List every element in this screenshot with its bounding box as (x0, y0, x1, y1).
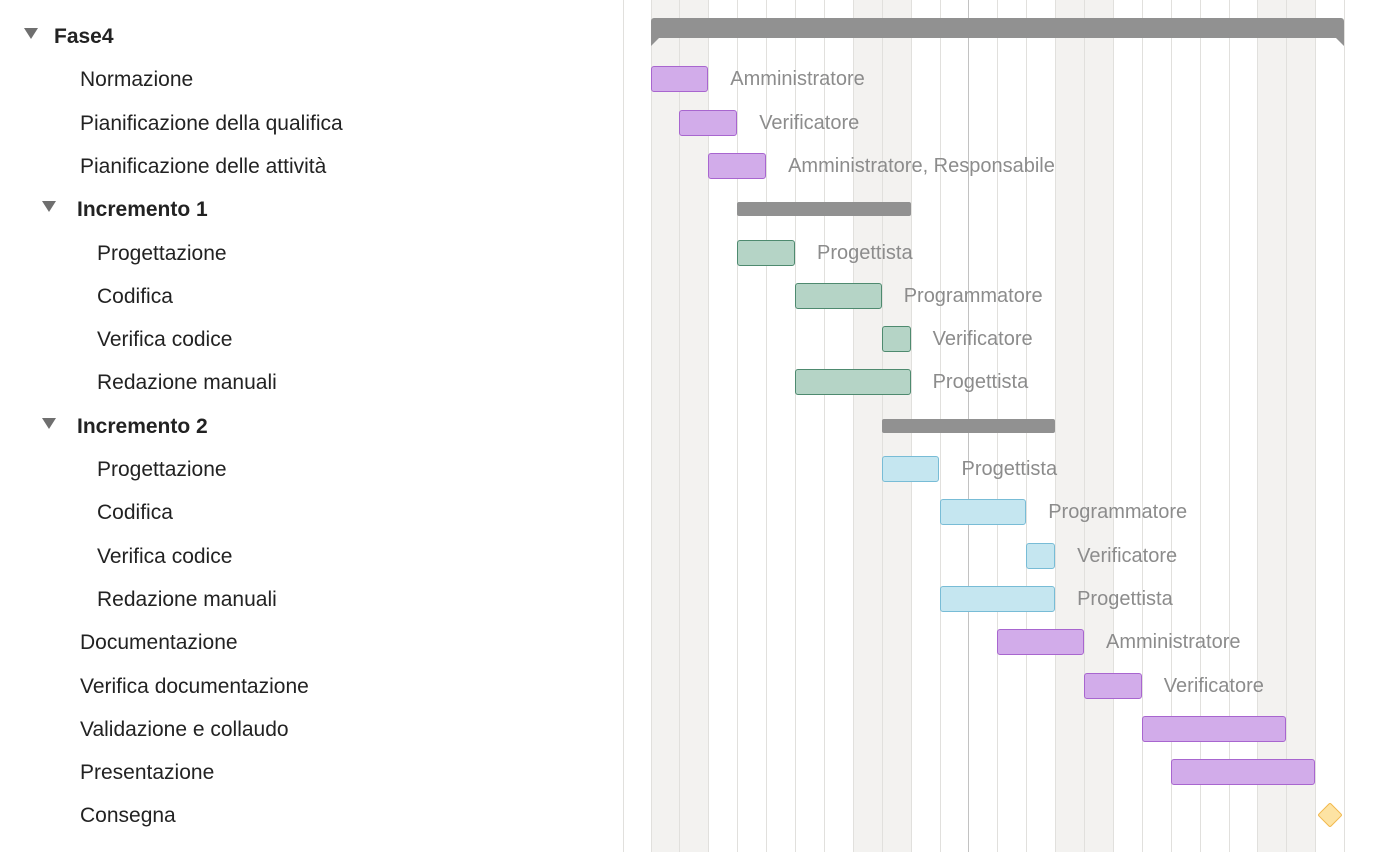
milestone-consegna-icon[interactable] (1316, 802, 1343, 829)
resource-label: Amministratore (730, 68, 865, 91)
task-bar-verifica-documentazione[interactable] (1084, 672, 1142, 699)
day-gridline (1286, 0, 1287, 852)
task-bar-codifica[interactable] (939, 499, 1027, 526)
weekend-column (1286, 0, 1316, 852)
panel-divider (623, 0, 624, 852)
day-gridline (1055, 0, 1056, 852)
task-list-panel: Fase4 Normazione Pianificazione della qual… (0, 0, 622, 852)
task-name-progettazione[interactable]: Progettazione (97, 458, 227, 481)
task-bar-documentazione[interactable] (997, 629, 1084, 656)
collapse-incremento-2-icon[interactable] (42, 417, 56, 429)
task-name-codifica[interactable]: Codifica (97, 284, 173, 308)
task-bar-pianificazione-delle-attivita[interactable] (708, 152, 767, 179)
resource-label: Programmatore (903, 284, 1043, 307)
weekend-column (1257, 0, 1287, 852)
day-gridline (1315, 0, 1316, 852)
task-name-verifica-codice[interactable]: Verifica codice (97, 328, 233, 352)
task-bar-verifica-codice[interactable] (881, 326, 911, 353)
summary-bar-fase4[interactable] (650, 18, 1345, 46)
task-name-redazione-manuali[interactable]: Redazione manuali (97, 371, 277, 395)
task-bar-presentazione[interactable] (1170, 759, 1316, 786)
resource-label: Progettista (1077, 587, 1173, 610)
task-name-redazione-manuali[interactable]: Redazione manuali (97, 587, 277, 611)
task-bar-redazione-manuali[interactable] (795, 369, 911, 396)
day-gridline (1344, 0, 1345, 852)
summary-bar-incremento-1[interactable] (737, 202, 911, 217)
task-name-normazione[interactable]: Normazione (80, 68, 194, 92)
summary-bar-incremento-2[interactable] (881, 418, 1056, 433)
task-bar-codifica[interactable] (795, 282, 882, 309)
weekend-column (679, 0, 709, 852)
weekend-column (852, 0, 882, 852)
task-name-verifica-codice[interactable]: Verifica codice (97, 544, 233, 568)
day-gridline (737, 0, 738, 852)
task-name-progettazione[interactable]: Progettazione (97, 241, 227, 265)
day-gridline (1200, 0, 1201, 852)
day-gridline (1229, 0, 1230, 852)
day-gridline (1113, 0, 1114, 852)
task-bar-progettazione[interactable] (737, 239, 795, 266)
task-bar-normazione[interactable] (650, 66, 709, 93)
task-name-verifica-documentazione[interactable]: Verifica documentazione (80, 674, 309, 698)
day-gridline (795, 0, 796, 852)
task-name-incremento-2[interactable]: Incremento 2 (77, 414, 208, 438)
day-gridline (1142, 0, 1143, 852)
day-gridline (824, 0, 825, 852)
task-name-consegna[interactable]: Consegna (80, 804, 176, 828)
task-name-documentazione[interactable]: Documentazione (80, 631, 238, 655)
day-gridline (679, 0, 680, 852)
task-bar-pianificazione-della-qualifica[interactable] (679, 109, 738, 136)
task-name-pianificazione-della-qualifica[interactable]: Pianificazione della qualifica (80, 111, 343, 135)
resource-label: Verificatore (759, 111, 860, 134)
day-gridline (1257, 0, 1258, 852)
weekend-column (650, 0, 680, 852)
task-bar-progettazione[interactable] (881, 456, 940, 482)
day-gridline (1084, 0, 1085, 852)
task-name-incremento-1[interactable]: Incremento 1 (77, 198, 208, 222)
resource-label: Progettista (817, 241, 913, 264)
task-name-codifica[interactable]: Codifica (97, 501, 173, 525)
resource-label: Verificatore (932, 328, 1033, 351)
collapse-fase4-icon[interactable] (24, 28, 38, 39)
day-gridline (766, 0, 767, 852)
task-name-presentazione[interactable]: Presentazione (80, 761, 215, 785)
resource-label: Amministratore, Responsabile (788, 154, 1055, 177)
day-gridline (708, 0, 709, 852)
task-name-pianificazione-delle-attivita[interactable]: Pianificazione delle attività (80, 154, 327, 178)
day-gridline (651, 0, 652, 852)
resource-label: Programmatore (1048, 501, 1188, 524)
resource-label: Progettista (961, 458, 1058, 480)
resource-label: Verificatore (1163, 674, 1264, 697)
day-gridline (1171, 0, 1172, 852)
day-gridline (853, 0, 854, 852)
task-bar-verifica-codice[interactable] (1026, 542, 1056, 569)
weekend-column (1055, 0, 1084, 852)
collapse-incremento-1-icon[interactable] (42, 201, 56, 213)
task-name-validazione-e-collaudo[interactable]: Validazione e collaudo (80, 717, 289, 741)
task-bar-validazione-e-collaudo[interactable] (1141, 715, 1287, 742)
weekend-column (1084, 0, 1113, 852)
task-name-fase4[interactable]: Fase4 (54, 25, 114, 48)
resource-label: Amministratore (1106, 631, 1241, 654)
resource-label: Verificatore (1077, 544, 1178, 567)
gantt-chart: Amministratore Verificatore Amministratore… (622, 0, 1373, 852)
resource-label: Progettista (932, 371, 1029, 394)
task-bar-redazione-manuali[interactable] (939, 585, 1056, 612)
